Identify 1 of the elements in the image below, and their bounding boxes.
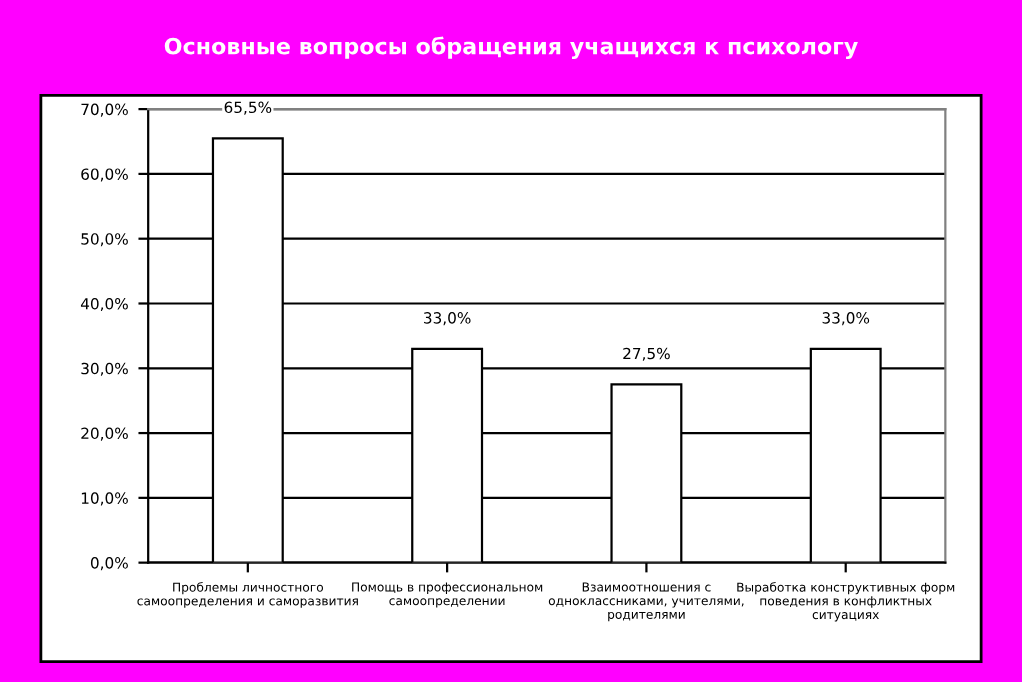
- chart-title: Основные вопросы обращения учащихся к психологу: [164, 36, 858, 59]
